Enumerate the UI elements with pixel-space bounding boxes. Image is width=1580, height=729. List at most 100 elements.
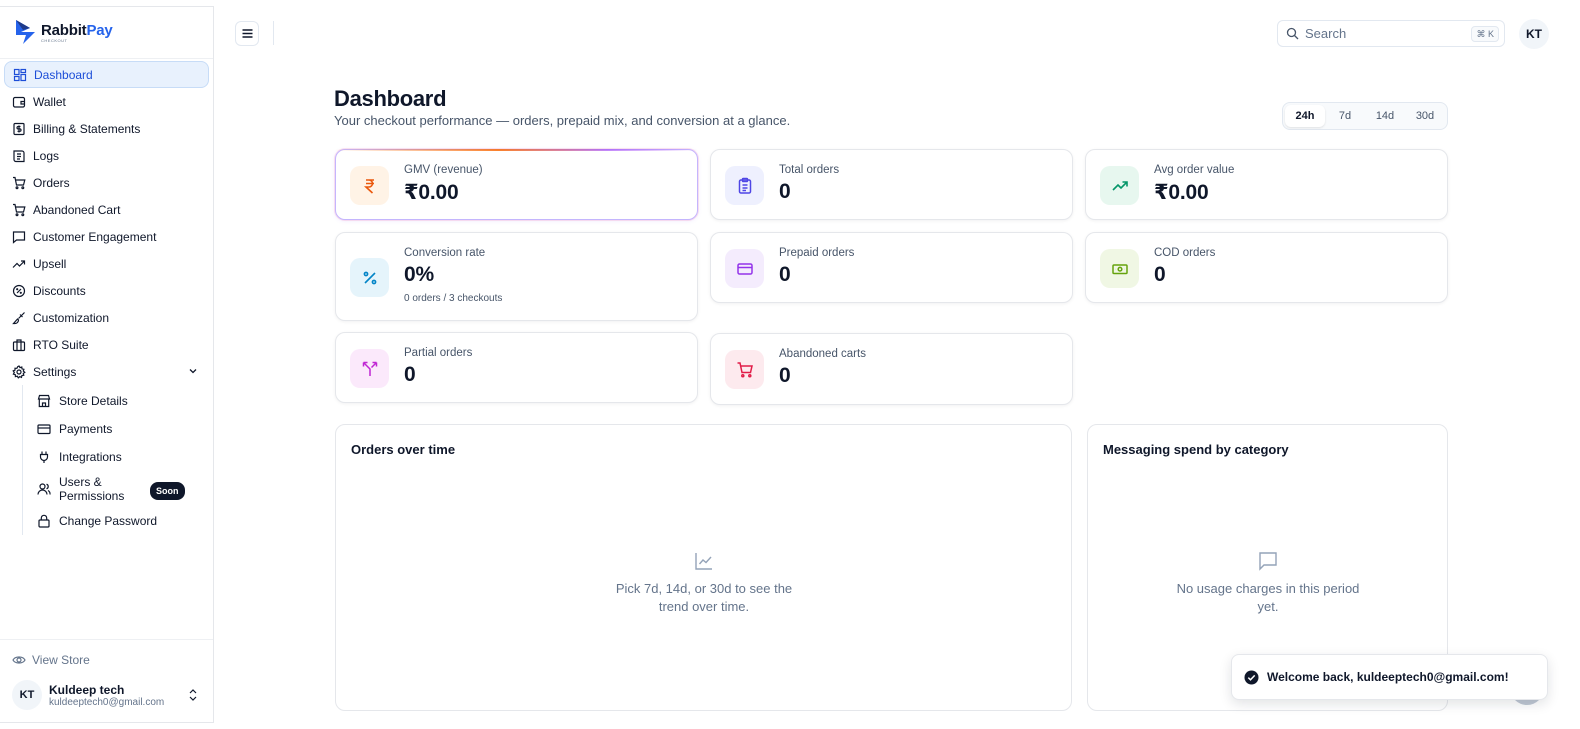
sidebar-item-change-password[interactable]: Change Password (33, 507, 209, 535)
sidebar-nav: Dashboard Wallet Billing & Statements Lo… (0, 59, 213, 535)
page-subtitle: Your checkout performance — orders, prep… (334, 113, 791, 128)
rabbitpay-logo-icon (16, 19, 35, 44)
brush-icon (12, 311, 26, 325)
search-input[interactable] (1305, 26, 1465, 41)
welcome-toast[interactable]: Welcome back, kuldeeptech0@gmail.com! (1231, 654, 1548, 700)
panel-title: Messaging spend by category (1103, 442, 1289, 457)
sidebar-item-label: Customization (33, 310, 110, 325)
abandoned-carts-card: Abandoned carts 0 (710, 333, 1073, 405)
sidebar-item-integrations[interactable]: Integrations (33, 443, 209, 471)
users-icon (37, 482, 51, 496)
brand-tagline: CHECKOUT (41, 38, 68, 43)
partial-orders-card: Partial orders 0 (335, 332, 698, 403)
check-circle-icon (1244, 670, 1259, 684)
sidebar-item-dashboard[interactable]: Dashboard (4, 61, 209, 88)
stat-label: Total orders (779, 164, 840, 176)
sidebar-item-customer-engagement[interactable]: Customer Engagement (4, 223, 209, 250)
store-icon (37, 394, 51, 408)
cart-icon (12, 203, 26, 217)
sidebar-item-label: Users & Permissions (59, 475, 125, 503)
sidebar-item-upsell[interactable]: Upsell (4, 250, 209, 277)
logs-icon (12, 149, 26, 163)
sidebar-item-payments[interactable]: Payments (33, 415, 209, 443)
sidebar-item-label: Logs (33, 148, 60, 163)
view-store-label: View Store (32, 653, 90, 667)
chevron-down-icon[interactable] (187, 365, 199, 377)
brand-name: RabbitPay (41, 22, 113, 39)
search-box[interactable]: ⌘ K (1277, 20, 1505, 47)
stat-label: Prepaid orders (779, 247, 855, 259)
gear-icon (12, 364, 26, 379)
dashboard-icon (13, 68, 27, 82)
cod-orders-card: COD orders 0 (1085, 232, 1448, 303)
sidebar-item-customization[interactable]: Customization (4, 304, 209, 331)
soon-badge: Soon (150, 482, 185, 500)
sidebar-item-discounts[interactable]: Discounts (4, 277, 209, 304)
sidebar-item-rto-suite[interactable]: RTO Suite (4, 331, 209, 358)
brand-logo[interactable]: RabbitPay CHECKOUT (0, 7, 213, 59)
discount-icon (12, 284, 26, 298)
conversion-rate-card: Conversion rate 0% 0 orders / 3 checkout… (335, 232, 698, 321)
billing-icon (12, 122, 26, 136)
message-icon (12, 230, 26, 244)
sidebar-item-label: Discounts (33, 283, 86, 298)
percent-icon (350, 258, 389, 297)
messaging-spend-panel: Messaging spend by category No usage cha… (1087, 424, 1448, 711)
avg-order-value-card: Avg order value ₹0.00 (1085, 149, 1448, 220)
sidebar-item-orders[interactable]: Orders (4, 169, 209, 196)
stat-subtext: 0 orders / 3 checkouts (404, 293, 503, 304)
empty-state-text-line1: Pick 7d, 14d, or 30d to see the (615, 581, 793, 596)
stat-value: 0 (404, 363, 416, 386)
sidebar-item-logs[interactable]: Logs (4, 142, 209, 169)
range-14d-button[interactable]: 14d (1375, 110, 1395, 122)
prepaid-orders-card: Prepaid orders 0 (710, 232, 1073, 303)
empty-state-text-line2: trend over time. (658, 599, 750, 614)
sidebar-item-label: Settings (33, 364, 77, 379)
sidebar-item-label: Billing & Statements (33, 121, 141, 136)
sidebar-item-label: Abandoned Cart (33, 202, 121, 217)
sidebar-item-label: Customer Engagement (33, 229, 157, 244)
clipboard-icon (725, 166, 764, 205)
lock-icon (37, 514, 51, 528)
cart-icon (12, 176, 26, 190)
trending-up-icon (1100, 166, 1139, 205)
rupee-icon (350, 166, 389, 205)
sidebar-item-wallet[interactable]: Wallet (4, 88, 209, 115)
range-30d-button[interactable]: 30d (1415, 110, 1435, 122)
credit-card-icon (725, 249, 764, 288)
toast-message: Welcome back, kuldeeptech0@gmail.com! (1267, 670, 1509, 684)
sidebar-item-store-details[interactable]: Store Details (33, 387, 209, 415)
time-range-selector: 24h 7d 14d 30d (1282, 102, 1448, 130)
stat-value: 0 (779, 263, 791, 286)
sidebar-item-users-permissions[interactable]: Users & Permissions Soon (33, 471, 209, 507)
trending-up-icon (12, 257, 26, 271)
sidebar-item-billing[interactable]: Billing & Statements (4, 115, 209, 142)
stat-label: Avg order value (1154, 164, 1235, 176)
sidebar: RabbitPay CHECKOUT Dashboard Wallet Bill… (0, 6, 214, 723)
wallet-icon (12, 95, 26, 109)
stat-label: GMV (revenue) (404, 164, 483, 176)
messaging-empty-state: No usage charges in this period yet. (1153, 550, 1383, 616)
range-24h-button[interactable]: 24h (1285, 105, 1325, 127)
briefcase-icon (12, 338, 26, 352)
plug-icon (37, 450, 51, 464)
orders-over-time-panel: Orders over time Pick 7d, 14d, or 30d to… (335, 424, 1072, 711)
range-7d-button[interactable]: 7d (1338, 110, 1352, 122)
sidebar-toggle-button[interactable] (235, 21, 259, 46)
sidebar-item-settings[interactable]: Settings (4, 358, 209, 385)
search-icon (1286, 27, 1299, 40)
empty-state-text-line2: yet. (1257, 599, 1279, 614)
stat-value: 0 (779, 180, 791, 203)
sidebar-item-label: Orders (33, 175, 70, 190)
line-chart-icon (695, 553, 712, 570)
sidebar-item-abandoned-cart[interactable]: Abandoned Cart (4, 196, 209, 223)
sidebar-footer: View Store KT Kuldeep tech kuldeeptech0@… (0, 639, 213, 722)
split-icon (350, 349, 389, 388)
page-title: Dashboard (334, 86, 447, 111)
sidebar-item-label: Change Password (59, 514, 158, 528)
sidebar-item-label: Dashboard (34, 67, 93, 82)
avatar[interactable]: KT (1519, 19, 1549, 49)
stat-value: 0% (404, 263, 434, 286)
view-store-link[interactable]: View Store (12, 650, 203, 670)
user-menu[interactable]: KT Kuldeep tech kuldeeptech0@gmail.com (12, 680, 203, 710)
